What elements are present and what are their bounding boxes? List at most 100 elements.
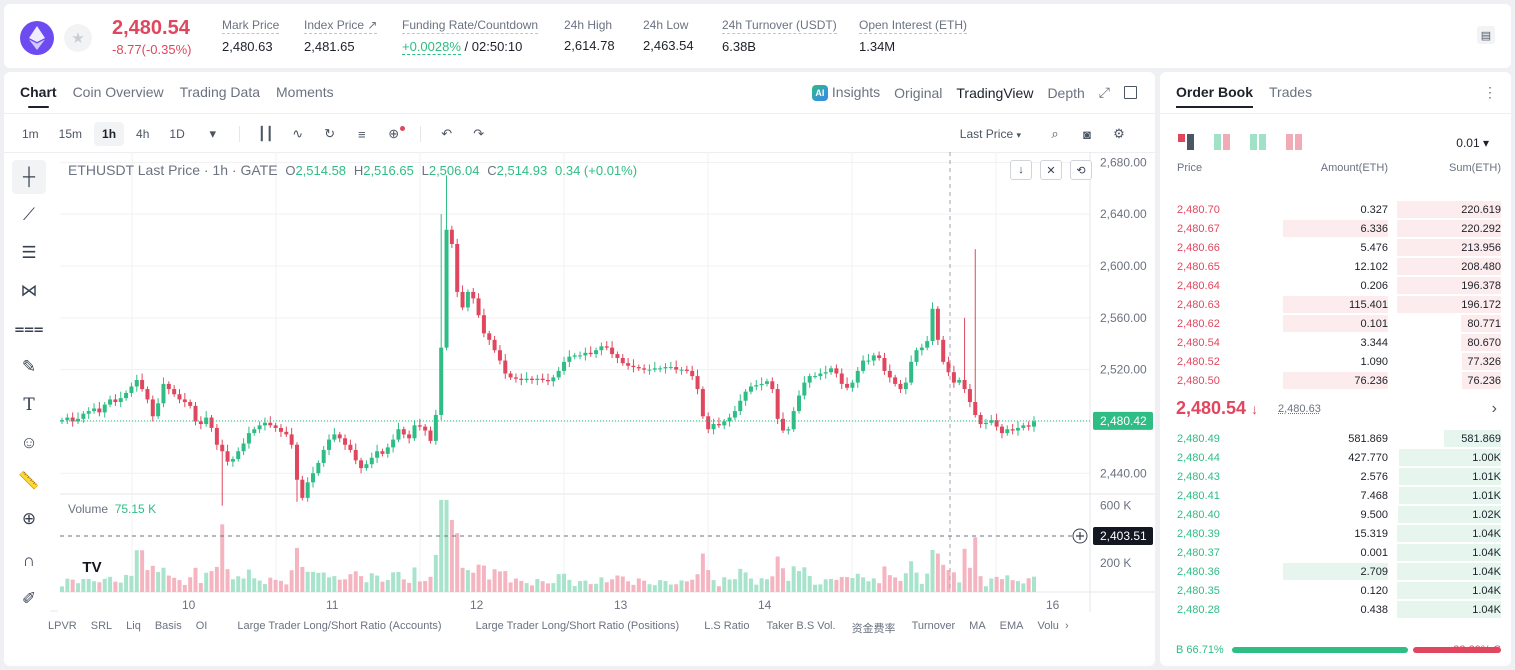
book-icon[interactable]: ▤	[1477, 26, 1495, 44]
ethereum-icon[interactable]	[20, 21, 54, 55]
bid-row[interactable]: 2,480.37 0.001 1.04K	[1160, 543, 1511, 562]
candle-body	[813, 376, 818, 378]
indicator-liq[interactable]: Liq	[126, 620, 141, 632]
bid-row[interactable]: 2,480.40 9.500 1.02K	[1160, 505, 1511, 524]
tick-size-select[interactable]: 0.01 ▾	[1456, 136, 1489, 150]
bid-row[interactable]: 2,480.39 15.319 1.04K	[1160, 524, 1511, 543]
indicator-oi[interactable]: OI	[195, 620, 208, 632]
gear-icon[interactable]: ⚙	[1113, 126, 1125, 141]
layout-asks-icon[interactable]	[1286, 134, 1304, 150]
indicators-icon[interactable]: ∿	[292, 126, 304, 141]
magnet-icon[interactable]: ∩	[22, 551, 36, 570]
add-indicator-icon[interactable]: ⊕	[385, 126, 405, 142]
bid-row[interactable]: 2,480.44 427.770 1.00K	[1160, 448, 1511, 467]
refresh-icon[interactable]: ↻	[324, 126, 336, 141]
candle-body	[460, 291, 465, 308]
indicator-large-trader-accounts[interactable]: Large Trader Long/Short Ratio (Accounts)	[237, 620, 442, 632]
funding-rate-stat[interactable]: Funding Rate/Countdown +0.0028% / 02:50:…	[402, 18, 539, 55]
price-type-select[interactable]: Last Price ▾	[960, 127, 1021, 141]
funding-rate-value: +0.0028%	[402, 39, 461, 55]
layout-split-icon[interactable]	[1214, 134, 1232, 150]
ask-row[interactable]: 2,480.64 0.206 196.378	[1160, 276, 1511, 295]
candlestick-chart[interactable]: 2,680.00 2,640.00 2,600.00 2,560.00 2,520.00…	[4, 152, 1155, 612]
camera-icon[interactable]: ◙	[1083, 126, 1091, 142]
ask-row[interactable]: 2,480.65 12.102 208.480	[1160, 257, 1511, 276]
indicator-volume[interactable]: Volu	[1037, 620, 1059, 632]
timeframe-4h[interactable]: 4h	[136, 127, 150, 141]
ask-row[interactable]: 2,480.66 5.476 213.956	[1160, 238, 1511, 257]
timeframe-1m[interactable]: 1m	[22, 127, 39, 141]
timeframe-1d[interactable]: 1D	[169, 127, 185, 141]
tab-chart[interactable]: Chart	[20, 84, 57, 108]
indicator-large-trader-positions[interactable]: Large Trader Long/Short Ratio (Positions…	[475, 620, 680, 632]
timeframe-1h[interactable]: 1h	[94, 122, 125, 146]
indicator-ma[interactable]: MA	[969, 620, 986, 632]
ruler-icon[interactable]: 📏	[18, 471, 40, 490]
ask-row[interactable]: 2,480.70 0.327 220.619	[1160, 200, 1511, 219]
chevron-right-icon[interactable]: ›	[1491, 400, 1497, 417]
tab-coin-overview[interactable]: Coin Overview	[72, 84, 164, 100]
fibonacci-icon[interactable]: ⩶	[14, 319, 44, 338]
ask-row[interactable]: 2,480.67 6.336 220.292	[1160, 219, 1511, 238]
collapse-icon[interactable]: ✕	[1040, 160, 1062, 180]
expand-icon[interactable]: ⤢	[1098, 84, 1110, 101]
mid-price[interactable]: 2,480.54 ↓	[1176, 398, 1258, 419]
bid-row[interactable]: 2,480.49 581.869 581.869	[1160, 429, 1511, 448]
indicator-taker-bs-vol[interactable]: Taker B.S Vol.	[766, 620, 836, 632]
crosshair-icon[interactable]: ┼	[12, 160, 46, 194]
tab-order-book[interactable]: Order Book	[1176, 84, 1254, 108]
ask-row[interactable]: 2,480.50 76.236 76.236	[1160, 371, 1511, 390]
ask-row[interactable]: 2,480.62 0.101 80.771	[1160, 314, 1511, 333]
indicator-turnover[interactable]: Turnover	[911, 620, 956, 632]
layout-both-icon[interactable]	[1178, 134, 1196, 150]
bid-row[interactable]: 2,480.28 0.438 1.04K	[1160, 600, 1511, 619]
pattern-icon[interactable]: ⋈	[20, 281, 38, 300]
bid-row[interactable]: 2,480.43 2.576 1.01K	[1160, 467, 1511, 486]
layout-bids-icon[interactable]	[1250, 134, 1268, 150]
tab-insights[interactable]: AI Insights	[811, 84, 880, 102]
text-icon[interactable]: T	[23, 395, 35, 415]
tab-trading-data[interactable]: Trading Data	[179, 84, 261, 100]
templates-icon[interactable]: ≡	[357, 126, 366, 142]
horizontal-lines-icon[interactable]: ☰	[21, 243, 37, 262]
candle-type-icon[interactable]: ┃┃	[257, 126, 274, 141]
ask-row[interactable]: 2,480.54 3.344 80.670	[1160, 333, 1511, 352]
indicator-srl[interactable]: SRL	[90, 620, 113, 632]
redo-icon[interactable]: ↷	[473, 126, 485, 141]
brush-icon[interactable]: ✎	[21, 357, 37, 376]
mark-price-stat[interactable]: Mark Price 2,480.63	[222, 18, 280, 54]
caret-down-icon[interactable]: ▾	[209, 126, 216, 141]
ask-row[interactable]: 2,480.63 115.401 196.172	[1160, 295, 1511, 314]
ask-row[interactable]: 2,480.52 1.090 77.326	[1160, 352, 1511, 371]
undo-icon[interactable]: ↶	[441, 126, 453, 141]
tab-tradingview[interactable]: TradingView	[956, 84, 1034, 101]
tab-original[interactable]: Original	[894, 84, 943, 101]
arrow-down-icon[interactable]: ↓	[1010, 160, 1032, 180]
indicator-ema[interactable]: EMA	[999, 620, 1024, 632]
search-icon[interactable]: ⌕	[1051, 126, 1059, 141]
emoji-icon[interactable]: ☺	[20, 433, 38, 452]
bid-row[interactable]: 2,480.36 2.709 1.04K	[1160, 562, 1511, 581]
favorite-star-icon[interactable]: ★	[64, 24, 92, 52]
indicator-ls-ratio[interactable]: L.S Ratio	[704, 620, 750, 632]
bid-row[interactable]: 2,480.35 0.120 1.04K	[1160, 581, 1511, 600]
volume-bar	[113, 581, 118, 592]
more-icon[interactable]: ⋮	[1483, 84, 1497, 100]
tab-moments[interactable]: Moments	[276, 84, 334, 100]
trend-line-icon[interactable]: ⟋	[23, 205, 35, 224]
index-price-stat[interactable]: Index Price ↗ 2,481.65	[304, 18, 378, 54]
turnover-24h-stat[interactable]: 24h Turnover (USDT) 6.38B	[722, 18, 837, 54]
bid-row[interactable]: 2,480.41 7.468 1.01K	[1160, 486, 1511, 505]
tab-depth[interactable]: Depth	[1047, 84, 1085, 101]
tab-trades[interactable]: Trades	[1269, 84, 1313, 100]
indicator-funding-rate[interactable]: 资金费率	[851, 623, 896, 635]
window-icon[interactable]	[1124, 86, 1137, 100]
timeframe-15m[interactable]: 15m	[58, 127, 83, 141]
indicator-basis[interactable]: Basis	[154, 620, 182, 632]
zoom-in-icon[interactable]: ⊕	[21, 509, 37, 528]
indicator-lpvr[interactable]: LPVR	[48, 620, 77, 632]
pencil-lock-icon[interactable]: ✐	[21, 589, 37, 608]
chevron-right-icon[interactable]: ›	[1064, 620, 1069, 632]
reset-icon[interactable]: ⟲	[1070, 160, 1092, 180]
open-interest-stat[interactable]: Open Interest (ETH) 1.34M	[859, 18, 968, 54]
